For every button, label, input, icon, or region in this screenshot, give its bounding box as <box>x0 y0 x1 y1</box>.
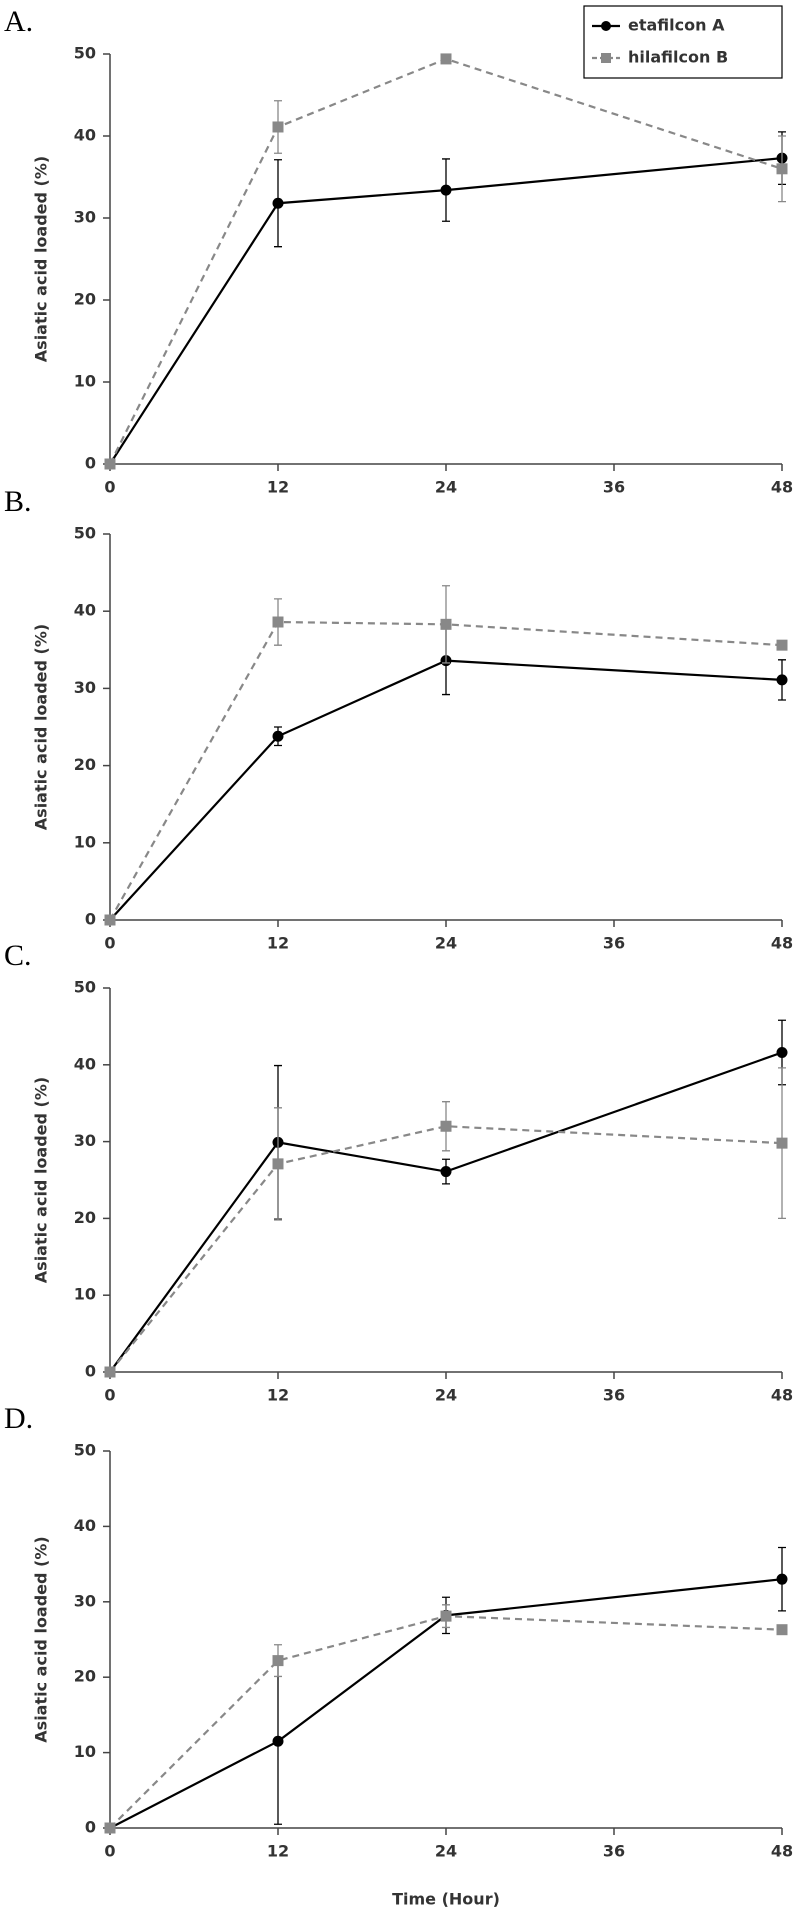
marker <box>776 1047 788 1059</box>
series-line <box>109 1615 783 1829</box>
x-tick-label: 0 <box>104 478 115 497</box>
y-tick-label: 0 <box>85 1362 96 1381</box>
y-tick-label: 50 <box>74 1441 96 1460</box>
series-line <box>109 57 783 465</box>
series-line <box>109 1578 783 1829</box>
x-tick-label: 12 <box>267 1842 289 1861</box>
series-line <box>109 659 783 921</box>
x-axis-label: Time (Hour) <box>392 1890 500 1909</box>
marker <box>272 730 284 742</box>
y-tick-label: 50 <box>74 978 96 997</box>
marker <box>104 458 116 470</box>
series-line <box>109 1125 783 1373</box>
marker <box>440 1120 452 1132</box>
y-tick-label: 50 <box>74 524 96 543</box>
y-tick-label: 40 <box>74 126 96 145</box>
y-tick-label: 0 <box>85 1818 96 1837</box>
y-axis-label: Asiatic acid loaded (%) <box>32 1077 51 1283</box>
x-tick-label: 24 <box>435 934 457 953</box>
legend-label: etafilcon A <box>628 16 725 35</box>
x-tick-label: 36 <box>603 478 625 497</box>
y-tick-label: 30 <box>74 208 96 227</box>
series-line <box>109 1051 783 1373</box>
y-axis-label: Asiatic acid loaded (%) <box>32 1536 51 1742</box>
series-line <box>109 620 783 921</box>
y-tick-label: 30 <box>74 1131 96 1150</box>
x-tick-label: 0 <box>104 1386 115 1405</box>
y-tick-label: 30 <box>74 678 96 697</box>
x-tick-label: 36 <box>603 1842 625 1861</box>
marker <box>776 1624 788 1636</box>
marker <box>440 53 452 65</box>
marker <box>272 1735 284 1747</box>
marker <box>272 121 284 133</box>
marker <box>776 1137 788 1149</box>
y-tick-label: 20 <box>74 1667 96 1686</box>
x-tick-label: 12 <box>267 478 289 497</box>
y-tick-label: 0 <box>85 454 96 473</box>
marker <box>776 639 788 651</box>
marker <box>776 1573 788 1585</box>
panel-label: D. <box>4 1402 33 1435</box>
panel-label: C. <box>4 939 32 972</box>
legend-marker <box>601 53 611 63</box>
y-tick-label: 40 <box>74 601 96 620</box>
panel-label: B. <box>4 485 32 518</box>
y-tick-label: 40 <box>74 1516 96 1535</box>
marker <box>440 1166 452 1178</box>
legend-marker <box>601 21 611 31</box>
panel-label: A. <box>4 5 33 38</box>
x-tick-label: 48 <box>771 934 793 953</box>
y-axis-label: Asiatic acid loaded (%) <box>32 624 51 830</box>
marker <box>272 1158 284 1170</box>
series-line <box>109 157 783 465</box>
y-tick-label: 30 <box>74 1591 96 1610</box>
y-tick-label: 20 <box>74 290 96 309</box>
x-tick-label: 48 <box>771 1386 793 1405</box>
marker <box>272 197 284 209</box>
y-tick-label: 20 <box>74 1208 96 1227</box>
marker <box>776 674 788 686</box>
marker <box>272 616 284 628</box>
x-tick-label: 0 <box>104 1842 115 1861</box>
x-tick-label: 24 <box>435 1386 457 1405</box>
marker <box>104 1366 116 1378</box>
y-tick-label: 50 <box>74 44 96 63</box>
x-tick-label: 0 <box>104 934 115 953</box>
y-tick-label: 20 <box>74 755 96 774</box>
x-tick-label: 24 <box>435 1842 457 1861</box>
y-tick-label: 10 <box>74 372 96 391</box>
x-tick-label: 36 <box>603 934 625 953</box>
legend-box <box>583 5 783 79</box>
y-axis-label: Asiatic acid loaded (%) <box>32 156 51 362</box>
marker <box>104 914 116 926</box>
legend-label: hilafilcon B <box>628 48 728 67</box>
y-tick-label: 40 <box>74 1054 96 1073</box>
marker <box>272 1655 284 1667</box>
x-tick-label: 24 <box>435 478 457 497</box>
y-tick-label: 10 <box>74 1285 96 1304</box>
x-tick-label: 36 <box>603 1386 625 1405</box>
x-tick-label: 12 <box>267 1386 289 1405</box>
y-tick-label: 10 <box>74 832 96 851</box>
marker <box>104 1822 116 1834</box>
marker <box>440 618 452 630</box>
y-tick-label: 0 <box>85 910 96 929</box>
x-tick-label: 12 <box>267 934 289 953</box>
x-tick-label: 48 <box>771 478 793 497</box>
y-tick-label: 10 <box>74 1742 96 1761</box>
marker <box>440 1610 452 1622</box>
x-tick-label: 48 <box>771 1842 793 1861</box>
marker <box>776 163 788 175</box>
marker <box>440 184 452 196</box>
